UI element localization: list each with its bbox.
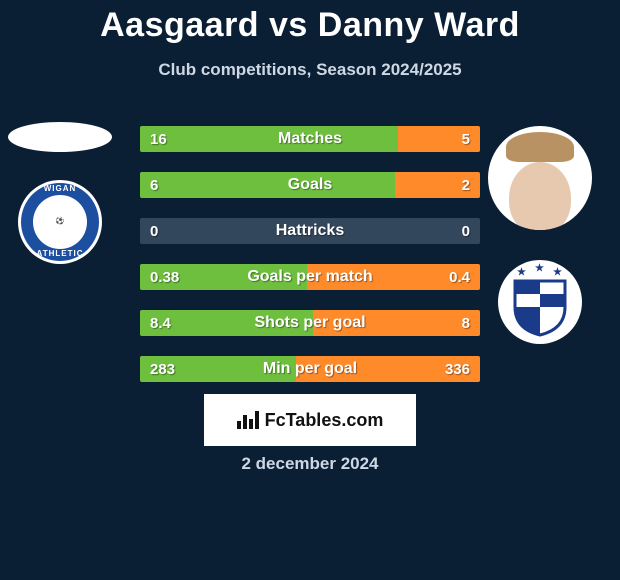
player-right-avatar (488, 126, 592, 230)
comparison-infographic: Aasgaard vs Danny Ward Club competitions… (0, 0, 620, 580)
player-right-face (488, 126, 592, 230)
stat-label: Goals (140, 172, 480, 198)
stats-bars: 165Matches 62Goals 00Hattricks 0.380.4Goals… (140, 126, 480, 402)
stat-label: Shots per goal (140, 310, 480, 336)
stat-row: 00Hattricks (140, 218, 480, 244)
crest-text-bottom: ATHLETIC (37, 250, 84, 259)
huddersfield-crest: ★ ★ ★ (505, 267, 575, 337)
stat-row: 8.48Shots per goal (140, 310, 480, 336)
shield-icon (505, 267, 575, 337)
stat-label: Goals per match (140, 264, 480, 290)
stat-row: 0.380.4Goals per match (140, 264, 480, 290)
date-text: 2 december 2024 (0, 454, 620, 474)
club-badge-right: ★ ★ ★ (498, 260, 582, 344)
brand-box: FcTables.com (204, 394, 416, 446)
crest-text-top: WIGAN (44, 185, 77, 194)
stat-label: Hattricks (140, 218, 480, 244)
crest-inner: ⚽ (33, 195, 87, 249)
club-badge-left: WIGAN ⚽ ATHLETIC (18, 180, 102, 264)
page-title: Aasgaard vs Danny Ward (0, 6, 620, 45)
wigan-crest: WIGAN ⚽ ATHLETIC (21, 183, 99, 261)
brand-bars-icon (237, 411, 259, 429)
brand-text: FcTables.com (265, 410, 384, 431)
stat-row: 62Goals (140, 172, 480, 198)
stat-row: 165Matches (140, 126, 480, 152)
stat-label: Matches (140, 126, 480, 152)
player-left-avatar (8, 122, 112, 152)
stat-label: Min per goal (140, 356, 480, 382)
stat-row: 283336Min per goal (140, 356, 480, 382)
subtitle: Club competitions, Season 2024/2025 (0, 60, 620, 80)
